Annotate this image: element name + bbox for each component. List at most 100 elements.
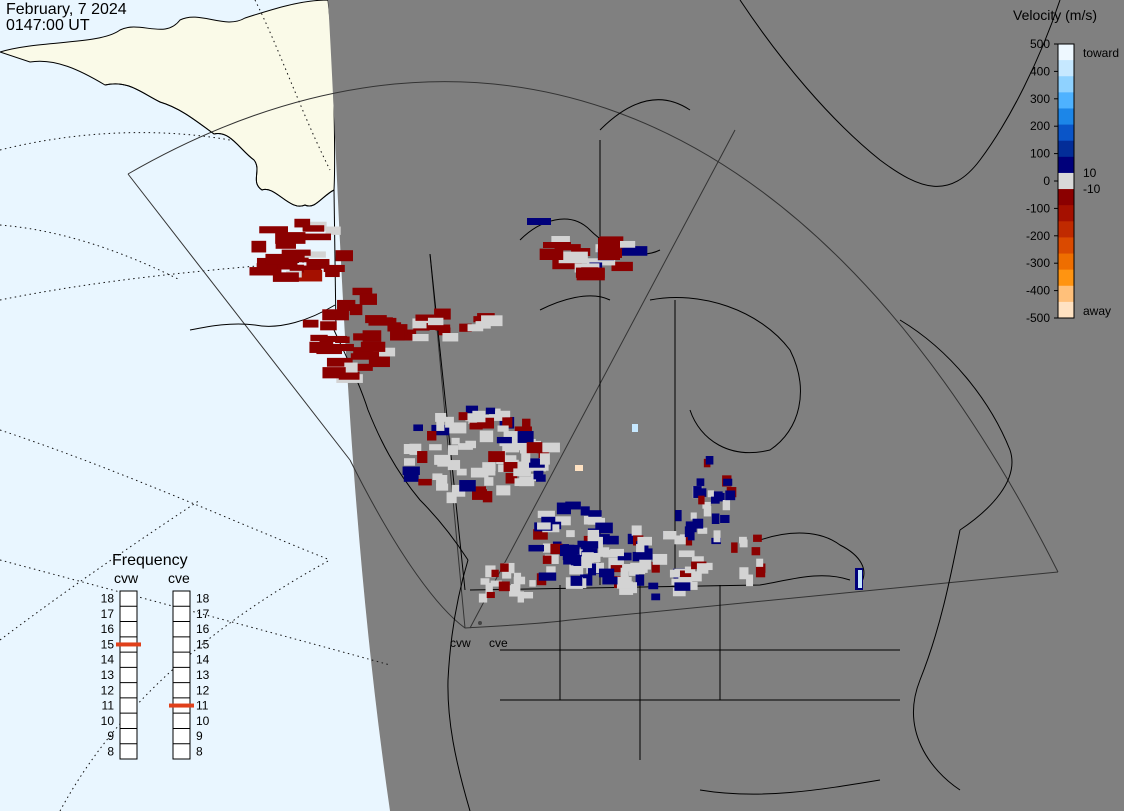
scatter-cell [694, 488, 707, 497]
scatter-cell [608, 557, 624, 570]
scatter-cell [355, 347, 373, 359]
frequency-tick-left: 12 [101, 683, 115, 697]
scatter-cell [289, 264, 304, 273]
scatter-cell [299, 233, 332, 241]
scatter-cell [713, 491, 723, 502]
frequency-tick-left: 8 [107, 744, 114, 758]
scatter-cell [723, 478, 733, 486]
scatter-cell [698, 495, 705, 505]
scatter-cell [753, 534, 762, 542]
scatter-cell [637, 536, 652, 546]
scatter-cell [491, 569, 499, 578]
scatter-cell [495, 410, 511, 418]
frequency-tick-right: 14 [196, 653, 210, 667]
scatter-cell [674, 582, 691, 591]
scatter-cell [503, 462, 518, 472]
scatter-cell [537, 522, 551, 530]
scatter-cell [731, 542, 738, 553]
scatter-cell [470, 467, 489, 478]
plot-date: February, 7 2024 [6, 1, 127, 18]
scatter-cell [275, 232, 306, 244]
scatter-cell [427, 317, 444, 326]
frequency-label-cvw: cvw [114, 570, 139, 586]
scatter-cell [587, 563, 597, 576]
scatter-cell [316, 347, 343, 355]
scatter-cell [652, 553, 668, 565]
scatter-cell [412, 318, 431, 329]
scatter-cell [418, 478, 432, 486]
scatter-cell [436, 483, 449, 491]
velocity-scale-segment [1058, 269, 1074, 287]
scatter-cell [325, 226, 341, 235]
scatter-cell [479, 430, 494, 443]
scatter-cell [505, 473, 518, 484]
scatter-cell [472, 410, 486, 423]
frequency-tick-left: 13 [101, 668, 115, 682]
plot-time: 0147:00 UT [6, 17, 90, 34]
scatter-cell [521, 453, 531, 463]
velocity-scale-segment [1058, 140, 1074, 158]
scatter-cell [556, 502, 571, 515]
scatter-cell [663, 531, 677, 540]
frequency-column-cvw [119, 590, 138, 760]
scatter-cell [445, 416, 454, 428]
scatter-cell [637, 548, 653, 560]
scatter-cell [675, 510, 682, 522]
frequency-marker-cve [169, 703, 194, 708]
scatter-cell [598, 568, 615, 578]
frequency-label-cve: cve [168, 570, 190, 586]
scatter-cell [412, 333, 429, 342]
scatter-cell [527, 218, 551, 225]
velocity-scale-segment [1058, 301, 1074, 319]
frequency-tick-right: 10 [196, 714, 210, 728]
frequency-marker-cvw [116, 642, 141, 647]
scatter-cell [306, 258, 330, 269]
scatter-cell [374, 317, 397, 326]
scatter-cell [565, 501, 581, 510]
scatter-cell [707, 490, 715, 498]
scatter-cell [550, 543, 563, 555]
scatter-cell [481, 315, 503, 327]
scatter-cell [697, 527, 708, 534]
scatter-cell [459, 323, 472, 332]
field-of-view [127, 81, 1059, 629]
scatter-cell [595, 522, 613, 534]
scatter-cell [265, 253, 283, 265]
scatter-cell [632, 424, 638, 432]
scatter-cell [639, 559, 651, 570]
scatter-cell [435, 413, 447, 422]
day-region [0, 0, 390, 811]
scatter-cell [691, 571, 702, 582]
velocity-scale-segment [1058, 285, 1074, 303]
scatter-cell [344, 362, 358, 373]
radar-label-cve: cve [489, 636, 508, 650]
scatter-cell [542, 555, 552, 564]
scatter-cell [447, 460, 461, 471]
scatter-cell [417, 451, 428, 464]
scatter-cell [631, 525, 642, 536]
scatter-cell [320, 321, 337, 331]
frequency-tick-left: 15 [101, 637, 115, 651]
scatter-cell [446, 492, 457, 504]
scatter-cell [687, 530, 695, 541]
velocity-small-neg-label: -10 [1083, 182, 1101, 196]
scatter-cell [352, 287, 373, 296]
scatter-cell [606, 535, 619, 545]
scatter-cell [751, 547, 761, 556]
scatter-cell [570, 575, 583, 586]
scatter-cell [310, 334, 328, 342]
scatter-cell [720, 514, 730, 523]
scatter-cell [630, 562, 646, 575]
velocity-scale-segment [1058, 189, 1074, 206]
scatter-cell [335, 250, 353, 262]
scatter-cell [259, 226, 289, 234]
scatter-cell [350, 353, 379, 360]
scatter-cell [309, 341, 334, 353]
us-west-coastline [447, 559, 471, 811]
scatter-cell [599, 534, 610, 545]
scatter-cell [555, 516, 571, 526]
velocity-tick-label: -500 [1026, 311, 1050, 325]
latitude-line [0, 259, 331, 301]
scatter-cell [458, 412, 468, 421]
